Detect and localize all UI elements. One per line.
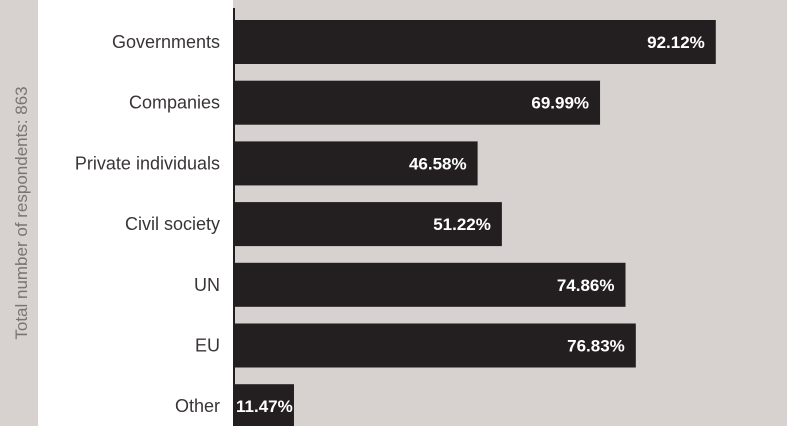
category-label: Other	[175, 396, 220, 416]
value-label: 46.58%	[409, 154, 467, 173]
value-label: 69.99%	[531, 94, 589, 113]
category-label: Civil society	[125, 214, 220, 234]
value-label: 11.47%	[236, 397, 293, 416]
category-label-panel	[38, 0, 233, 426]
bar-governments	[234, 20, 716, 64]
category-label: UN	[194, 275, 220, 295]
bar-un	[234, 262, 626, 307]
bar-civil-society	[234, 202, 502, 247]
category-label: Governments	[112, 32, 220, 52]
bars-layer: Governments 92.12% Companies 69.99% Private …	[75, 20, 716, 426]
category-label: Companies	[129, 93, 220, 113]
value-label: 74.86%	[557, 276, 615, 295]
bar-other	[234, 384, 294, 426]
value-label: 76.83%	[567, 337, 625, 356]
value-label: 51.22%	[433, 215, 491, 234]
category-label: EU	[195, 336, 220, 356]
bar-companies	[234, 80, 601, 125]
bar-private-individuals	[234, 141, 478, 186]
y-axis-title: Total number of respondents: 863	[12, 86, 31, 339]
value-label: 92.12%	[647, 33, 705, 52]
category-label: Private individuals	[75, 153, 220, 173]
bar-eu	[234, 323, 636, 368]
